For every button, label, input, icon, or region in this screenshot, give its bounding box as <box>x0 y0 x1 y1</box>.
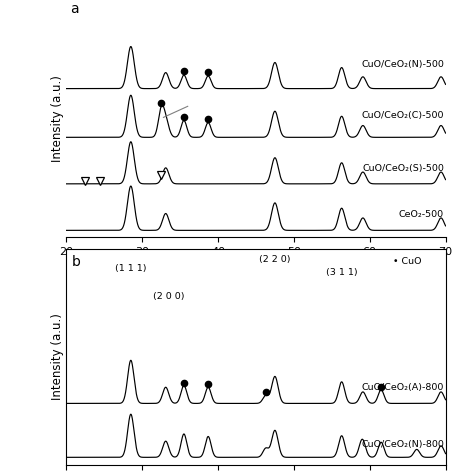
Text: (2 0 0): (2 0 0) <box>153 292 184 301</box>
Text: b: b <box>72 255 81 269</box>
X-axis label: 2 θ (°): 2 θ (°) <box>237 259 274 273</box>
Text: (3 1 1): (3 1 1) <box>326 268 357 277</box>
Y-axis label: Intensity (a.u.): Intensity (a.u.) <box>51 75 64 162</box>
Text: (2 2 0): (2 2 0) <box>259 255 291 264</box>
Text: (1 1 1): (1 1 1) <box>115 264 146 273</box>
Text: CuO/CeO₂(N)-800: CuO/CeO₂(N)-800 <box>361 440 444 449</box>
Text: • CuO: • CuO <box>393 257 422 266</box>
Text: CuO/CeO₂(A)-800: CuO/CeO₂(A)-800 <box>362 383 444 392</box>
Y-axis label: Intensity (a.u.): Intensity (a.u.) <box>51 313 64 400</box>
Text: CuO/CeO₂(C)-500: CuO/CeO₂(C)-500 <box>362 110 444 119</box>
Text: a: a <box>70 2 79 17</box>
Text: CuO/CeO₂(N)-500: CuO/CeO₂(N)-500 <box>361 60 444 69</box>
Text: CeO₂-500: CeO₂-500 <box>399 210 444 219</box>
Text: CuO/CeO₂(S)-500: CuO/CeO₂(S)-500 <box>362 164 444 173</box>
